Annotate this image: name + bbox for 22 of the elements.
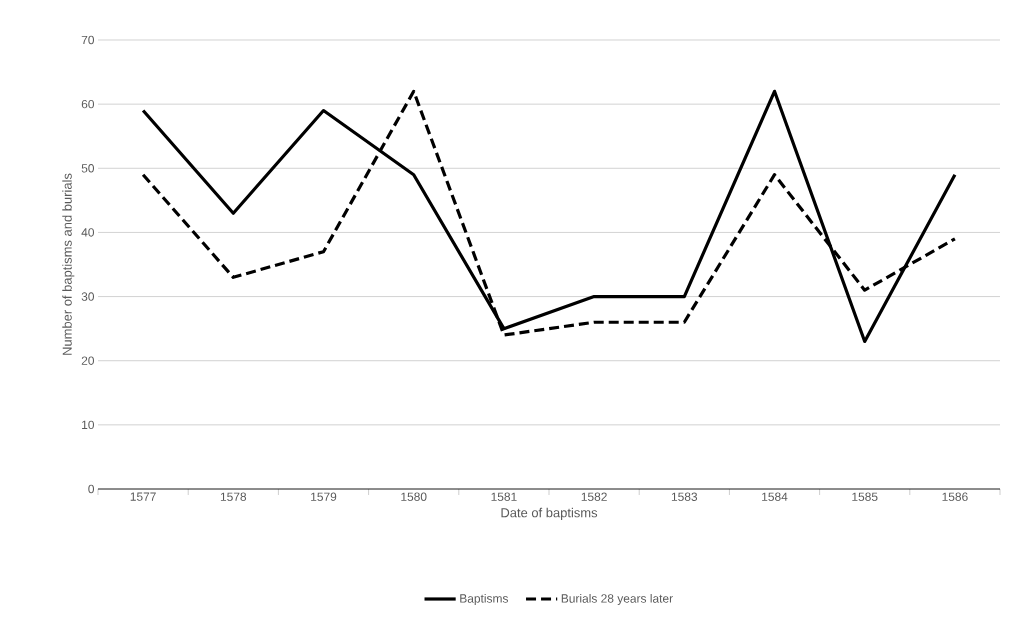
y-tick-label: 70	[81, 35, 95, 45]
x-tick-label: 1585	[852, 492, 878, 501]
y-tick-label: 30	[81, 292, 95, 301]
x-tick-label: 1578	[220, 492, 247, 501]
y-tick-label: 60	[81, 99, 95, 109]
x-tick-label: 1584	[762, 492, 788, 501]
legend-label: Baptisms	[460, 593, 509, 606]
x-tick-label: 1583	[671, 492, 698, 501]
x-tick-label: 1577	[130, 492, 156, 501]
y-tick-label: 50	[81, 164, 95, 173]
x-tick-label: 1579	[311, 492, 337, 501]
y-tick-label: 0	[88, 484, 95, 494]
x-axis-title: Date of baptisms	[501, 507, 598, 520]
y-tick-label: 10	[82, 420, 95, 430]
y-tick-label: 20	[81, 356, 95, 365]
y-tick-label: 40	[81, 228, 95, 237]
x-tick-label: 1586	[942, 492, 968, 501]
y-axis-title: Number of baptisms and burials	[62, 173, 75, 355]
x-tick-label: 1582	[581, 492, 607, 501]
legend-label: Burials 28 years later	[561, 593, 673, 606]
x-tick-label: 1581	[491, 492, 517, 501]
x-tick-label: 1580	[401, 492, 427, 501]
